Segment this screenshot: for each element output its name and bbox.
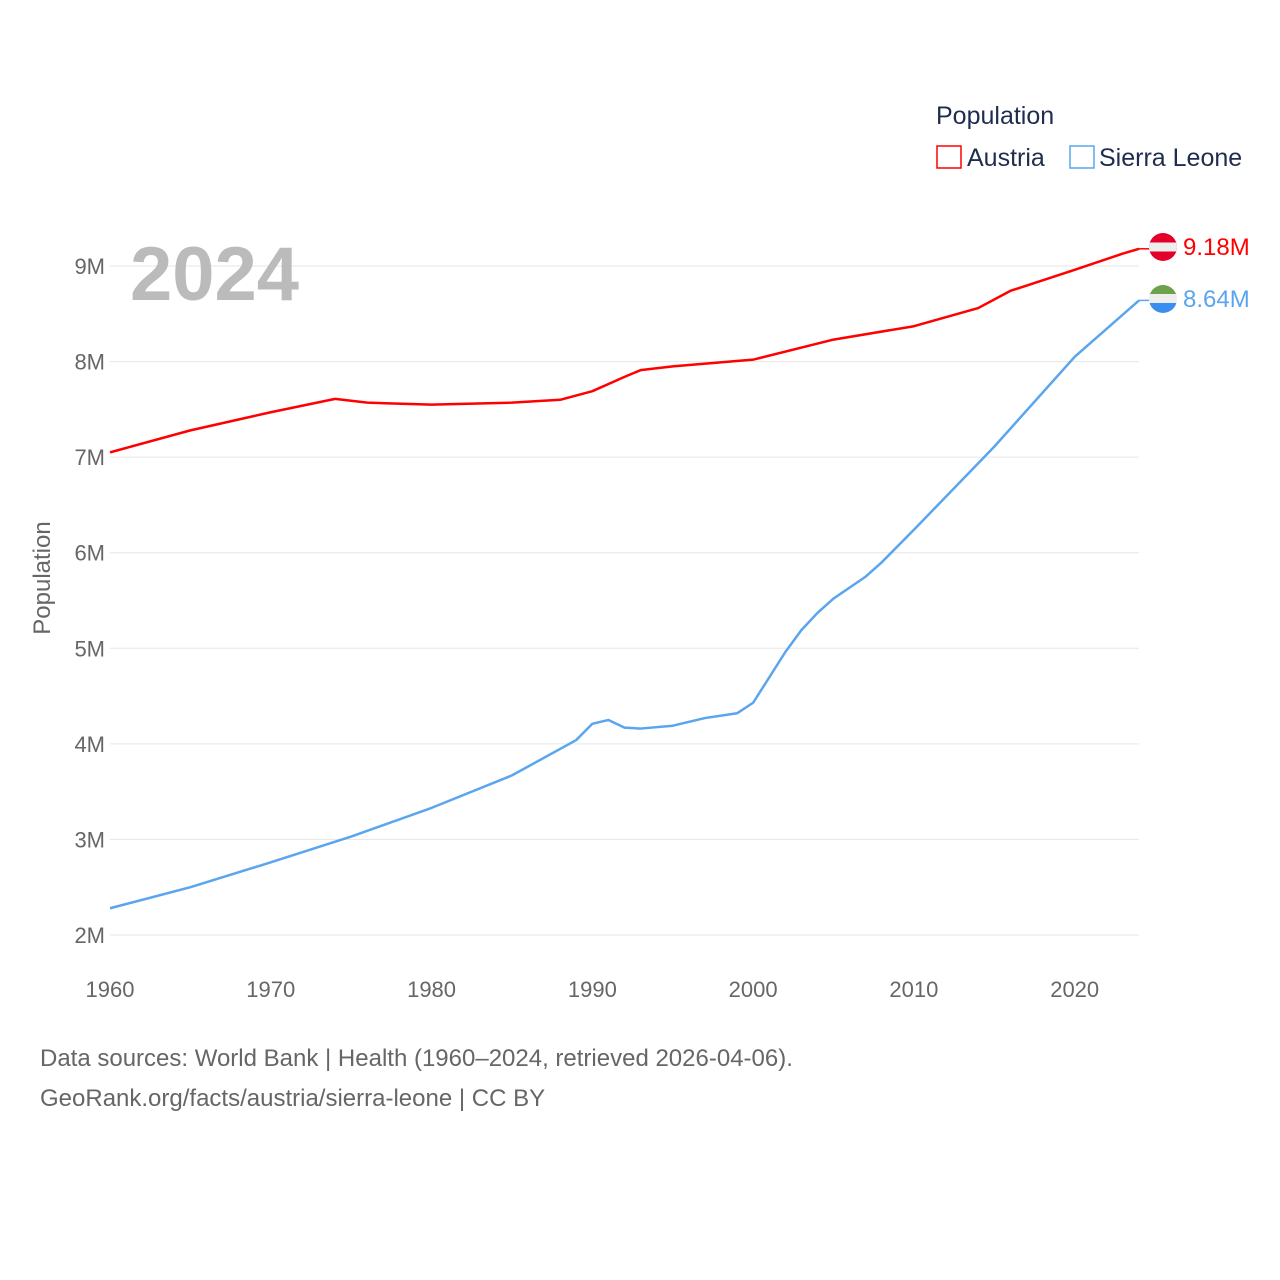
x-tick-label: 2000 bbox=[729, 977, 778, 1002]
end-label-sierra-leone: 8.64M bbox=[1183, 286, 1250, 313]
y-axis-label: Population bbox=[29, 521, 56, 634]
x-tick-label: 1970 bbox=[246, 977, 295, 1002]
x-tick-label: 2020 bbox=[1050, 977, 1099, 1002]
legend-swatch-sierra-leone[interactable] bbox=[1069, 145, 1095, 169]
x-tick-label: 1960 bbox=[86, 977, 135, 1002]
sierra-leone-flag-icon bbox=[1149, 285, 1177, 313]
legend-swatch-austria[interactable] bbox=[936, 145, 962, 169]
legend-label-austria[interactable]: Austria bbox=[967, 144, 1045, 172]
y-tick-label: 6M bbox=[74, 541, 105, 566]
austria-flag-icon bbox=[1149, 233, 1177, 261]
y-tick-label: 3M bbox=[74, 827, 105, 852]
series-line-sierra-leone[interactable] bbox=[109, 299, 1140, 910]
x-tick-label: 1980 bbox=[407, 977, 456, 1002]
x-tick-label: 2010 bbox=[889, 977, 938, 1002]
y-tick-label: 8M bbox=[74, 350, 105, 375]
series-line-austria[interactable] bbox=[109, 247, 1140, 454]
y-tick-label: 2M bbox=[74, 923, 105, 948]
y-tick-label: 9M bbox=[74, 254, 105, 279]
end-label-austria: 9.18M bbox=[1183, 234, 1250, 261]
legend-label-sierra-leone[interactable]: Sierra Leone bbox=[1099, 144, 1242, 172]
year-watermark: 2024 bbox=[130, 232, 299, 317]
x-tick-label: 1990 bbox=[568, 977, 617, 1002]
y-tick-label: 4M bbox=[74, 732, 105, 757]
y-tick-label: 5M bbox=[74, 636, 105, 661]
legend-title: Population bbox=[936, 102, 1054, 130]
footer-link[interactable]: GeoRank.org/facts/austria/sierra-leone |… bbox=[40, 1085, 546, 1112]
y-tick-label: 7M bbox=[74, 445, 105, 470]
footer-sources: Data sources: World Bank | Health (1960–… bbox=[40, 1045, 793, 1072]
